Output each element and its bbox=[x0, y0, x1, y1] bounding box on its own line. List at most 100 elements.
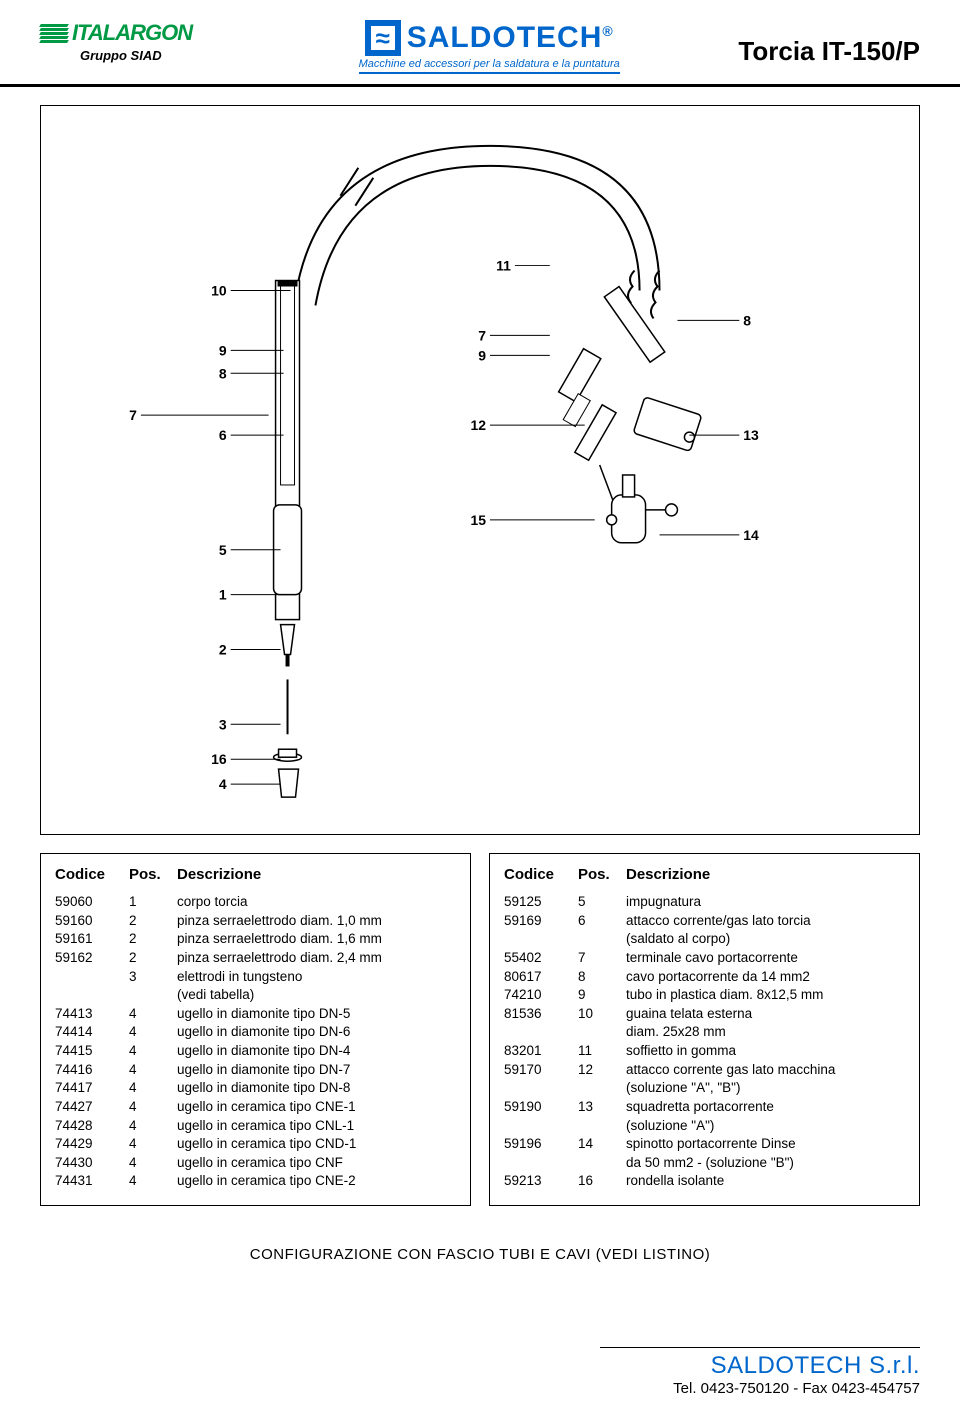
cell-desc: da 50 mm2 - (soluzione "B") bbox=[626, 1154, 905, 1173]
cell-desc: ugello in ceramica tipo CNE-2 bbox=[177, 1172, 456, 1191]
callout-label: 8 bbox=[219, 365, 227, 381]
table-body-left: 590601corpo torcia591602pinza serraelett… bbox=[55, 893, 456, 1191]
cell-pos: 12 bbox=[578, 1061, 626, 1080]
cell-code bbox=[504, 1154, 578, 1173]
gruppo-siad-text: Gruppo SIAD bbox=[80, 48, 240, 63]
cell-pos: 3 bbox=[129, 968, 177, 987]
table-row: 742109tubo in plastica diam. 8x12,5 mm bbox=[504, 986, 905, 1005]
cell-desc: squadretta portacorrente bbox=[626, 1098, 905, 1117]
table-row: (soluzione "A", "B") bbox=[504, 1079, 905, 1098]
cell-pos: 16 bbox=[578, 1172, 626, 1191]
table-row: 5917012attacco corrente gas lato macchin… bbox=[504, 1061, 905, 1080]
cell-code: 74427 bbox=[55, 1098, 129, 1117]
table-row: 744134ugello in diamonite tipo DN-5 bbox=[55, 1005, 456, 1024]
table-row: (saldato al corpo) bbox=[504, 930, 905, 949]
cell-pos bbox=[578, 1154, 626, 1173]
cell-code: 59160 bbox=[55, 912, 129, 931]
col-header-pos: Pos. bbox=[129, 866, 177, 883]
cell-code: 59060 bbox=[55, 893, 129, 912]
cell-desc: elettrodi in tungsteno bbox=[177, 968, 456, 987]
callout-label: 16 bbox=[211, 751, 227, 767]
cell-desc: ugello in ceramica tipo CNF bbox=[177, 1154, 456, 1173]
callout-label: 3 bbox=[219, 716, 227, 732]
callout-label: 5 bbox=[219, 542, 227, 558]
cell-desc: ugello in ceramica tipo CNE-1 bbox=[177, 1098, 456, 1117]
cell-code: 83201 bbox=[504, 1042, 578, 1061]
table-body-right: 591255impugnatura591696attacco corrente/… bbox=[504, 893, 905, 1191]
table-row: (vedi tabella) bbox=[55, 986, 456, 1005]
cell-pos: 4 bbox=[129, 1042, 177, 1061]
callout-label: 1 bbox=[219, 587, 227, 603]
cell-pos: 4 bbox=[129, 1172, 177, 1191]
config-note: CONFIGURAZIONE CON FASCIO TUBI E CAVI (V… bbox=[0, 1246, 960, 1263]
cell-desc: guaina telata esterna bbox=[626, 1005, 905, 1024]
cell-pos bbox=[578, 1117, 626, 1136]
cell-desc: diam. 25x28 mm bbox=[626, 1023, 905, 1042]
parts-table-left: Codice Pos. Descrizione 590601corpo torc… bbox=[40, 853, 471, 1206]
table-row: 5919614spinotto portacorrente Dinse bbox=[504, 1135, 905, 1154]
table-row: 744284ugello in ceramica tipo CNL-1 bbox=[55, 1117, 456, 1136]
cell-code: 59162 bbox=[55, 949, 129, 968]
cell-desc: rondella isolante bbox=[626, 1172, 905, 1191]
cell-desc: ugello in diamonite tipo DN-7 bbox=[177, 1061, 456, 1080]
cell-desc: pinza serraelettrodo diam. 2,4 mm bbox=[177, 949, 456, 968]
table-row: 8153610guaina telata esterna bbox=[504, 1005, 905, 1024]
cell-code: 59125 bbox=[504, 893, 578, 912]
col-header-pos: Pos. bbox=[578, 866, 626, 883]
cell-pos: 6 bbox=[578, 912, 626, 931]
cell-pos: 4 bbox=[129, 1135, 177, 1154]
cell-code bbox=[504, 930, 578, 949]
table-row: 8320111soffietto in gomma bbox=[504, 1042, 905, 1061]
table-row: 591622pinza serraelettrodo diam. 2,4 mm bbox=[55, 949, 456, 968]
diagram-svg: 71098651231641179812131514 bbox=[41, 106, 919, 834]
table-row: 591696attacco corrente/gas lato torcia bbox=[504, 912, 905, 931]
cell-code: 59213 bbox=[504, 1172, 578, 1191]
table-row: 744304ugello in ceramica tipo CNF bbox=[55, 1154, 456, 1173]
cell-desc: corpo torcia bbox=[177, 893, 456, 912]
cell-desc: attacco corrente/gas lato torcia bbox=[626, 912, 905, 931]
cell-code: 74428 bbox=[55, 1117, 129, 1136]
cell-pos bbox=[578, 930, 626, 949]
cell-code: 74416 bbox=[55, 1061, 129, 1080]
table-row: 554027terminale cavo portacorrente bbox=[504, 949, 905, 968]
cell-desc: spinotto portacorrente Dinse bbox=[626, 1135, 905, 1154]
cell-desc: terminale cavo portacorrente bbox=[626, 949, 905, 968]
table-row: 744154ugello in diamonite tipo DN-4 bbox=[55, 1042, 456, 1061]
cell-desc: (soluzione "A", "B") bbox=[626, 1079, 905, 1098]
cell-code: 74431 bbox=[55, 1172, 129, 1191]
cell-code bbox=[55, 968, 129, 987]
callout-label: 11 bbox=[496, 258, 511, 274]
cell-pos: 2 bbox=[129, 949, 177, 968]
table-row: 744144ugello in diamonite tipo DN-6 bbox=[55, 1023, 456, 1042]
cell-pos: 14 bbox=[578, 1135, 626, 1154]
cell-code bbox=[504, 1023, 578, 1042]
cell-code: 55402 bbox=[504, 949, 578, 968]
footer-company: SALDOTECH S.r.l. bbox=[600, 1352, 920, 1380]
callout-label: 14 bbox=[743, 527, 759, 543]
parts-tables: Codice Pos. Descrizione 590601corpo torc… bbox=[40, 853, 920, 1206]
table-row: diam. 25x28 mm bbox=[504, 1023, 905, 1042]
table-row: (soluzione "A") bbox=[504, 1117, 905, 1136]
table-header: Codice Pos. Descrizione bbox=[55, 866, 456, 883]
table-row: 744314ugello in ceramica tipo CNE-2 bbox=[55, 1172, 456, 1191]
cell-pos: 2 bbox=[129, 930, 177, 949]
cell-desc: ugello in ceramica tipo CNL-1 bbox=[177, 1117, 456, 1136]
cell-desc: pinza serraelettrodo diam. 1,6 mm bbox=[177, 930, 456, 949]
cell-pos: 9 bbox=[578, 986, 626, 1005]
callout-label: 9 bbox=[478, 347, 486, 363]
cell-pos: 4 bbox=[129, 1023, 177, 1042]
cell-desc: (vedi tabella) bbox=[177, 986, 456, 1005]
italargon-logo: ITALARGON bbox=[40, 20, 240, 46]
cell-code: 74429 bbox=[55, 1135, 129, 1154]
table-row: 3elettrodi in tungsteno bbox=[55, 968, 456, 987]
cell-desc: tubo in plastica diam. 8x12,5 mm bbox=[626, 986, 905, 1005]
cell-pos bbox=[578, 1023, 626, 1042]
cell-desc: ugello in diamonite tipo DN-4 bbox=[177, 1042, 456, 1061]
table-row: 591612pinza serraelettrodo diam. 1,6 mm bbox=[55, 930, 456, 949]
cell-desc: (saldato al corpo) bbox=[626, 930, 905, 949]
italargon-bars-icon bbox=[40, 24, 68, 43]
saldotech-tagline: Macchine ed accessori per la saldatura e… bbox=[359, 58, 620, 74]
cell-code: 74430 bbox=[55, 1154, 129, 1173]
cell-code: 74413 bbox=[55, 1005, 129, 1024]
col-header-code: Codice bbox=[55, 866, 129, 883]
